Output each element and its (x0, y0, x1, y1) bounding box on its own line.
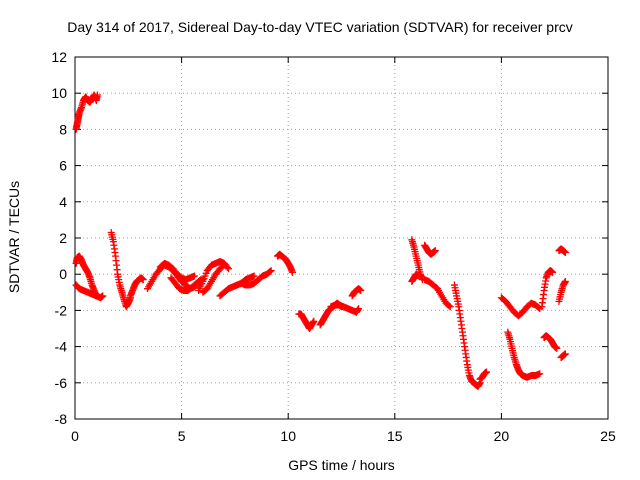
data-point (225, 265, 233, 273)
data-point (99, 292, 107, 300)
x-tick-label: 15 (387, 428, 403, 444)
chart-title: Day 314 of 2017, Sidereal Day-to-day VTE… (67, 19, 573, 35)
y-tick-label: 0 (59, 266, 67, 282)
y-tick-label: -2 (55, 302, 68, 318)
data-point (355, 305, 363, 313)
data-point (561, 350, 569, 358)
data-point (357, 286, 365, 294)
data-point (445, 302, 453, 310)
x-tick-label: 5 (178, 428, 186, 444)
y-tick-label: 10 (51, 85, 67, 101)
data-point (266, 267, 274, 275)
grid (75, 57, 608, 419)
data-point (549, 268, 557, 276)
data-point (219, 262, 227, 270)
data-point (190, 272, 198, 280)
y-tick-label: 6 (59, 158, 67, 174)
y-tick-label: -4 (55, 339, 68, 355)
data-points (72, 91, 569, 390)
data-point (220, 261, 228, 269)
data-point (93, 91, 101, 99)
data-point (535, 304, 543, 312)
y-tick-label: -8 (55, 411, 68, 427)
y-tick-label: 8 (59, 121, 67, 137)
data-point (446, 303, 454, 311)
data-point (553, 344, 561, 352)
y-axis-label: SDTVAR / TECUs (6, 180, 22, 294)
data-point (431, 247, 439, 255)
data-point (536, 370, 544, 378)
x-axis-label: GPS time / hours (288, 457, 395, 473)
data-point (250, 272, 258, 280)
y-tick-label: -6 (55, 375, 68, 391)
data-point (288, 268, 296, 276)
data-point (561, 277, 569, 285)
data-point (482, 368, 490, 376)
data-point (414, 272, 422, 280)
y-tick-label: 12 (51, 49, 67, 65)
x-tick-label: 25 (600, 428, 616, 444)
plot-frame (74, 56, 609, 420)
data-point (310, 317, 318, 325)
axis-ticks: 0 5 10 15 20 25 -8 -6 -4 -2 0 2 4 6 8 10 12 (51, 49, 616, 444)
x-tick-label: 20 (494, 428, 510, 444)
data-point (561, 248, 569, 256)
x-tick-label: 10 (280, 428, 296, 444)
data-point (267, 267, 275, 275)
data-point (139, 276, 147, 284)
y-tick-label: 2 (59, 230, 67, 246)
y-tick-label: 4 (59, 194, 67, 210)
x-tick-label: 0 (71, 428, 79, 444)
